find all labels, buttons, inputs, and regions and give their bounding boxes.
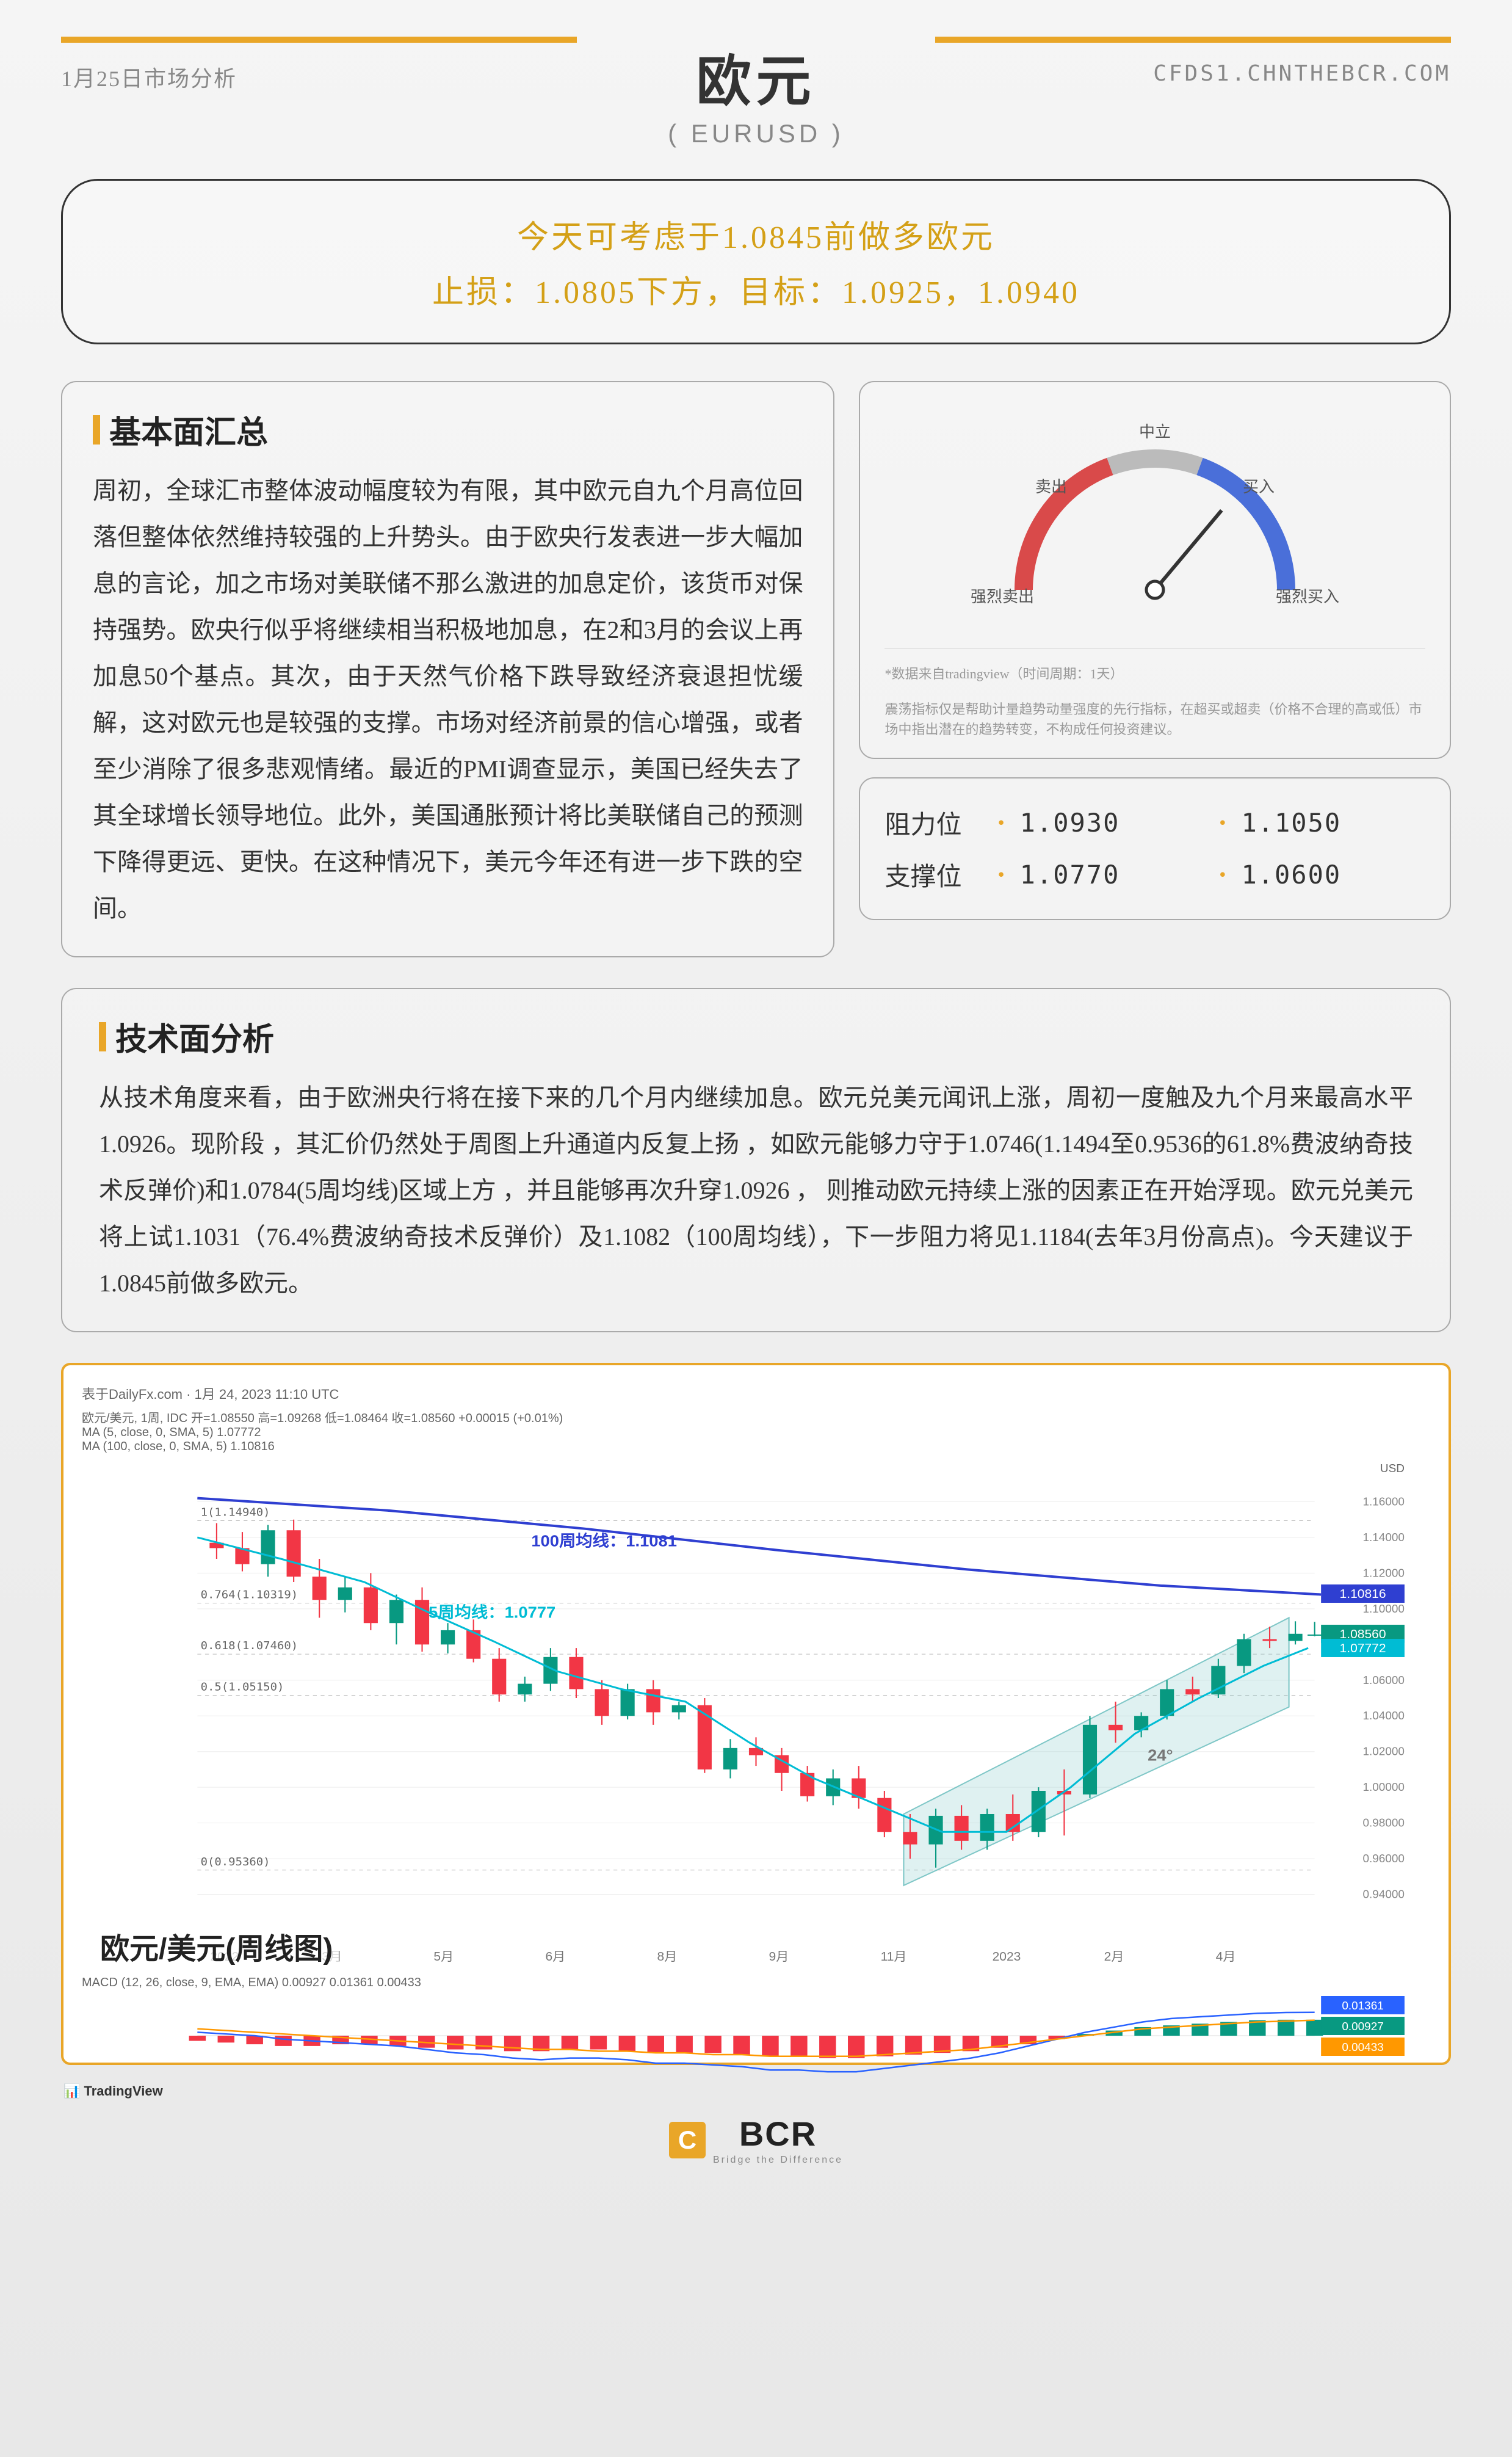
trade-callout: 今天可考虑于1.0845前做多欧元 止损：1.0805下方，目标：1.0925，…	[61, 179, 1451, 344]
chart-macd-line: MACD (12, 26, close, 9, EMA, EMA) 0.0092…	[82, 1976, 1430, 1990]
resistance-row: 阻力位 • 1.0930 • 1.1050	[884, 797, 1425, 849]
svg-text:1.10816: 1.10816	[1340, 1587, 1386, 1600]
svg-text:1.07772: 1.07772	[1340, 1641, 1386, 1655]
bullet-icon: •	[997, 811, 1004, 834]
support-1: 1.0770	[1020, 860, 1204, 890]
svg-text:5月: 5月	[433, 1950, 454, 1963]
svg-text:1(1.14940): 1(1.14940)	[201, 1506, 270, 1519]
svg-text:0(0.95360): 0(0.95360)	[201, 1856, 270, 1868]
footer-brand: BCR	[713, 2114, 843, 2154]
svg-text:卖出: 卖出	[1035, 478, 1067, 496]
svg-text:5周均线：1.0777: 5周均线：1.0777	[429, 1603, 555, 1621]
chart-box: 表于DailyFx.com · 1月 24, 2023 11:10 UTC 欧元…	[61, 1363, 1451, 2065]
resistance-2: 1.1050	[1241, 808, 1425, 838]
sentiment-gauge-box: 强烈卖出 卖出 中立买入强烈买入 *数据来自tradingview（时间周期：1天）…	[859, 381, 1451, 759]
svg-text:8月: 8月	[657, 1950, 678, 1963]
fundamentals-box: 基本面汇总 周初，全球汇市整体波动幅度较为有限，其中欧元自九个月高位回落但整体依…	[61, 381, 834, 957]
page-title: 欧元	[668, 37, 844, 116]
svg-text:0.764(1.10319): 0.764(1.10319)	[201, 1589, 298, 1601]
accent-bar-left	[61, 37, 577, 43]
svg-text:1.00000: 1.00000	[1362, 1781, 1404, 1793]
header-center: 欧元 ( EURUSD )	[668, 37, 844, 148]
chart-ma100-line: MA (100, close, 0, SMA, 5) 1.10816	[82, 1440, 1430, 1454]
svg-text:1.14000: 1.14000	[1362, 1531, 1404, 1543]
svg-text:强烈卖出: 强烈卖出	[971, 588, 1034, 606]
support-row: 支撑位 • 1.0770 • 1.0600	[884, 849, 1425, 901]
chart-ma5-line: MA (5, close, 0, SMA, 5) 1.07772	[82, 1426, 1430, 1440]
support-label: 支撑位	[884, 856, 982, 893]
footer-tagline: Bridge the Difference	[713, 2155, 843, 2166]
gauge-note-2: 震荡指标仅是帮助计量趋势动量强度的先行指标，在超买或超卖（价格不合理的高或低）市…	[884, 699, 1425, 739]
svg-text:100周均线：1.1081: 100周均线：1.1081	[531, 1532, 677, 1550]
bullet-icon: •	[1219, 811, 1226, 834]
bullet-icon: •	[997, 863, 1004, 886]
svg-text:0.5(1.05150): 0.5(1.05150)	[201, 1681, 284, 1693]
resistance-1: 1.0930	[1020, 808, 1204, 838]
chart-pair-line: 欧元/美元, 1周, IDC 开=1.08550 高=1.09268 低=1.0…	[82, 1408, 1430, 1426]
bcr-logo-icon: C	[669, 2122, 706, 2158]
svg-text:0.94000: 0.94000	[1362, 1888, 1404, 1900]
svg-text:6月: 6月	[545, 1950, 565, 1963]
domain-text: CFDS1.CHNTHEBCR.COM	[844, 61, 1451, 86]
callout-line-1: 今天可考虑于1.0845前做多欧元	[112, 211, 1400, 257]
sentiment-gauge: 强烈卖出 卖出 中立买入强烈买入	[947, 407, 1362, 639]
svg-text:2月: 2月	[1104, 1950, 1124, 1963]
svg-text:24°: 24°	[1148, 1746, 1173, 1764]
resistance-label: 阻力位	[884, 804, 982, 841]
tradingview-brand: 📊 TradingView	[63, 2083, 163, 2099]
fundamentals-body: 周初，全球汇市整体波动幅度较为有限，其中欧元自九个月高位回落但整体依然维持较强的…	[93, 468, 803, 932]
svg-text:1.12000: 1.12000	[1362, 1567, 1404, 1579]
footer-logo: C BCR Bridge the Difference	[669, 2114, 843, 2166]
levels-box: 阻力位 • 1.0930 • 1.1050 支撑位 • 1.0770 • 1.0…	[859, 777, 1451, 920]
chart-title-overlay: 欧元/美元(周线图)	[94, 1922, 339, 1970]
analysis-date: 1月25日市场分析	[61, 61, 668, 93]
svg-text:中立: 中立	[1139, 423, 1171, 441]
callout-line-2: 止损：1.0805下方，目标：1.0925，1.0940	[112, 266, 1400, 312]
svg-text:1.02000: 1.02000	[1362, 1745, 1404, 1757]
svg-text:0.00927: 0.00927	[1342, 2020, 1383, 2032]
svg-text:4月: 4月	[1216, 1950, 1236, 1963]
header: 1月25日市场分析 欧元 ( EURUSD ) CFDS1.CHNTHEBCR.…	[61, 37, 1451, 148]
svg-text:1.04000: 1.04000	[1362, 1710, 1404, 1722]
support-2: 1.0600	[1241, 860, 1425, 890]
svg-text:0.96000: 0.96000	[1362, 1853, 1404, 1865]
chart-source: 表于DailyFx.com · 1月 24, 2023 11:10 UTC	[82, 1384, 1430, 1403]
svg-text:强烈买入: 强烈买入	[1276, 588, 1339, 606]
svg-text:0.00433: 0.00433	[1342, 2041, 1383, 2053]
svg-text:11月: 11月	[881, 1950, 907, 1963]
technical-box: 技术面分析 从技术角度来看，由于欧洲央行将在接下来的几个月内继续加息。欧元兑美元…	[61, 988, 1451, 1332]
svg-text:USD: USD	[1380, 1462, 1405, 1474]
price-chart: USD 0.94000 0.96000 0.98000 1.00000 1.02000 1.…	[82, 1454, 1430, 1973]
accent-bar-right	[935, 37, 1451, 43]
svg-text:1.10000: 1.10000	[1362, 1602, 1404, 1614]
page-subtitle: ( EURUSD )	[668, 119, 844, 148]
svg-text:0.618(1.07460): 0.618(1.07460)	[201, 1640, 298, 1652]
macd-chart: 0.01361 0.00927 0.00433	[82, 1990, 1430, 2081]
svg-text:0.01361: 0.01361	[1342, 1999, 1383, 2011]
svg-text:9月: 9月	[769, 1950, 789, 1963]
svg-text:1.06000: 1.06000	[1362, 1674, 1404, 1686]
svg-text:0.98000: 0.98000	[1362, 1816, 1404, 1829]
svg-text:1.16000: 1.16000	[1362, 1495, 1404, 1508]
fundamentals-title: 基本面汇总	[93, 407, 803, 452]
gauge-note-1: *数据来自tradingview（时间周期：1天）	[884, 664, 1425, 684]
header-right: CFDS1.CHNTHEBCR.COM	[844, 37, 1451, 86]
bullet-icon: •	[1219, 863, 1226, 886]
technical-body: 从技术角度来看，由于欧洲央行将在接下来的几个月内继续加息。欧元兑美元闻讯上涨，周…	[99, 1075, 1413, 1307]
technical-title: 技术面分析	[99, 1014, 1413, 1059]
header-left: 1月25日市场分析	[61, 37, 668, 93]
svg-text:2023: 2023	[993, 1950, 1021, 1963]
svg-text:买入: 买入	[1243, 478, 1275, 496]
